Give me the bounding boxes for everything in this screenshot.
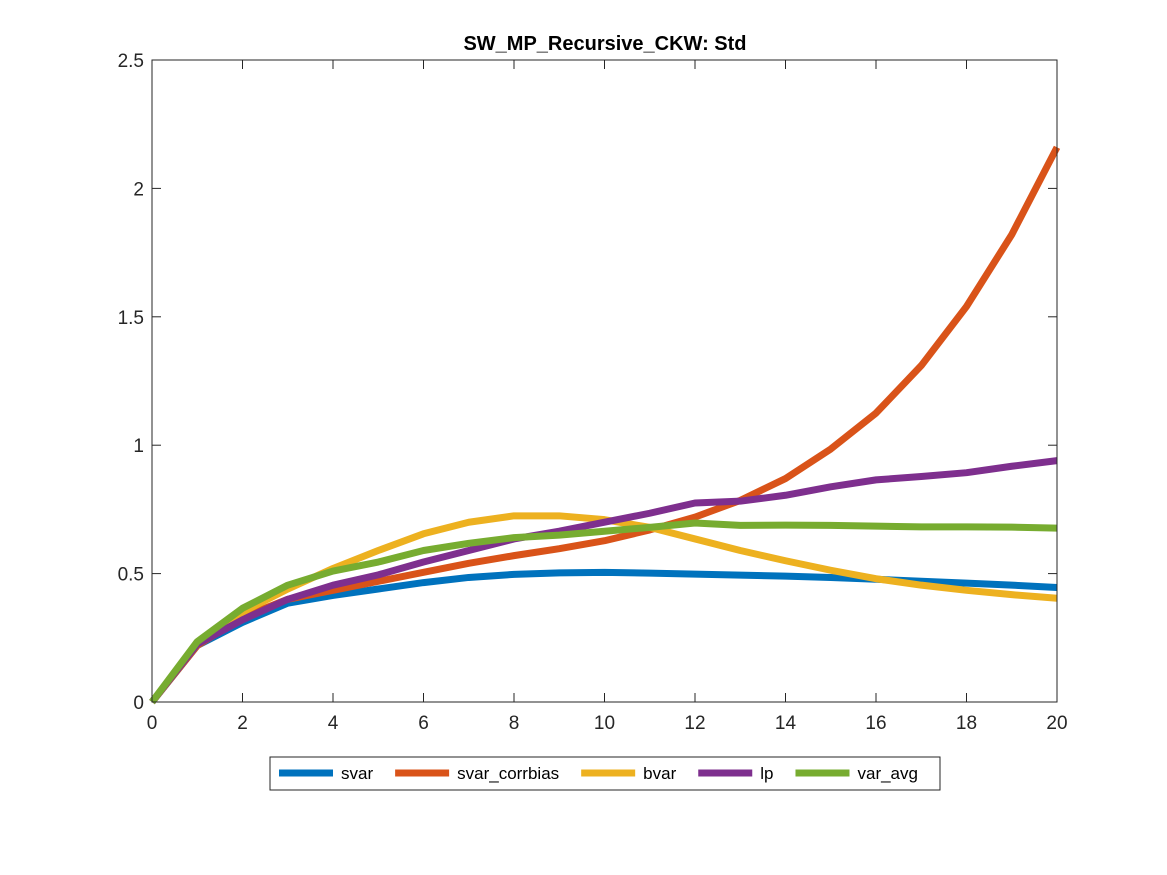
chart-title: SW_MP_Recursive_CKW: Std <box>463 33 746 55</box>
legend-label-lp: lp <box>760 764 773 783</box>
x-tick-label: 18 <box>956 713 977 734</box>
series-line-var-avg <box>149 519 1058 705</box>
x-tick-label: 12 <box>684 713 705 734</box>
legend-label-svar-corrbias: svar_corrbias <box>457 764 559 783</box>
x-tick-label: 4 <box>328 713 339 734</box>
plot-lines <box>149 145 1061 705</box>
legend-items: svar svar_corrbias bvar lp var_avg <box>279 764 918 783</box>
x-tick-label: 8 <box>509 713 520 734</box>
x-tick-label: 10 <box>594 713 615 734</box>
axes-ticks <box>151 59 1058 703</box>
x-tick-label: 6 <box>418 713 429 734</box>
legend-label-svar: svar <box>341 764 373 783</box>
y-tick-label: 2.5 <box>118 51 144 72</box>
x-tick-label: 2 <box>237 713 248 734</box>
legend: svar svar_corrbias bvar lp var_avg <box>269 756 941 791</box>
x-tick-label: 16 <box>865 713 886 734</box>
y-tick-label: 0.5 <box>118 565 144 586</box>
y-tick-label: 1 <box>133 436 144 457</box>
series-line-lp <box>149 457 1058 705</box>
y-tick-label: 1.5 <box>118 308 144 329</box>
x-tick-label: 0 <box>147 713 158 734</box>
axes-tick-labels: 0 2 4 6 8 10 12 14 16 18 20 0 0.5 1 1.5 2 2.5 <box>118 51 1068 734</box>
legend-label-bvar: bvar <box>643 764 676 783</box>
legend-label-var-avg: var_avg <box>857 764 917 783</box>
y-tick-label: 2 <box>133 179 144 200</box>
x-tick-label: 20 <box>1046 713 1067 734</box>
x-tick-label: 14 <box>775 713 797 734</box>
y-tick-label: 0 <box>133 693 144 714</box>
